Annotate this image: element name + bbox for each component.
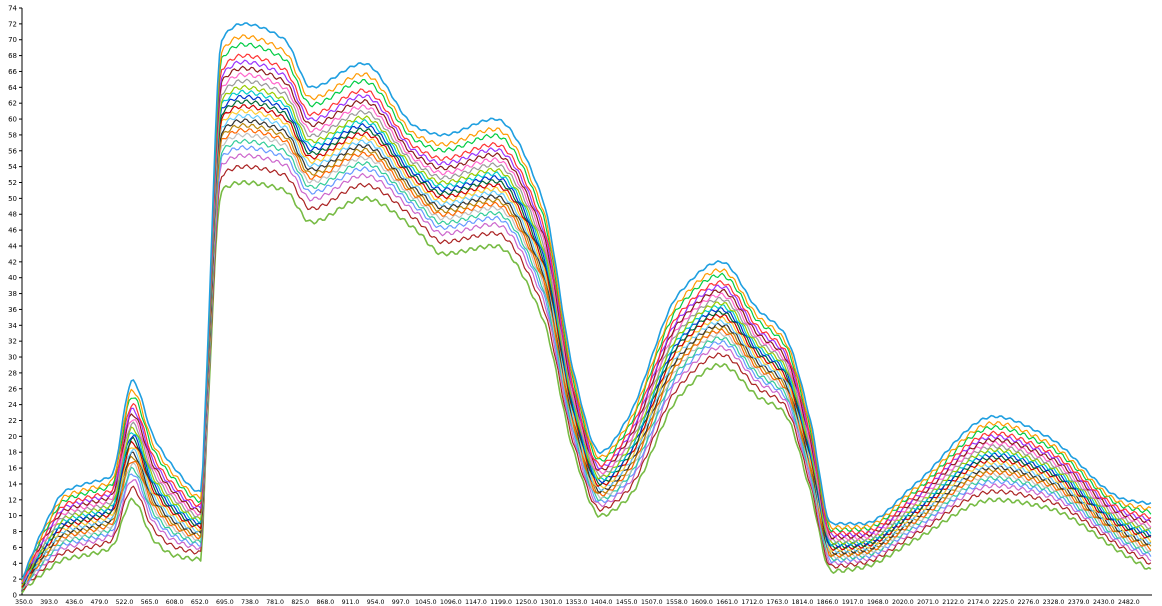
x-tick-label: 2328.0 <box>1043 599 1065 606</box>
y-tick-label: 2 <box>13 576 17 584</box>
series-line <box>21 113 1151 585</box>
x-tick-label: 479.0 <box>90 599 108 606</box>
series-line <box>21 65 1152 585</box>
x-tick-label: 608.0 <box>166 599 184 606</box>
y-tick-label: 26 <box>8 385 17 393</box>
x-tick-label: 1917.0 <box>842 599 864 606</box>
y-tick-label: 68 <box>8 52 17 60</box>
x-tick-label: 997.0 <box>392 599 410 606</box>
y-tick-label: 74 <box>8 5 17 13</box>
x-tick-label: 2174.0 <box>967 599 989 606</box>
x-tick-label: 1096.0 <box>440 599 462 606</box>
y-tick-label: 62 <box>8 100 17 108</box>
y-tick-label: 60 <box>8 116 17 124</box>
y-tick-label: 20 <box>8 433 17 441</box>
y-axis: 0246810121416182022242628303234363840424… <box>8 5 23 600</box>
x-tick-label: 652.0 <box>191 599 209 606</box>
y-tick-label: 56 <box>8 147 17 155</box>
y-tick-label: 34 <box>8 322 17 330</box>
x-tick-label: 1455.0 <box>616 599 638 606</box>
y-tick-label: 30 <box>8 354 17 362</box>
y-tick-label: 16 <box>8 465 17 473</box>
series-line <box>21 132 1152 587</box>
series-line <box>21 59 1152 584</box>
y-tick-label: 18 <box>8 449 17 457</box>
y-tick-label: 28 <box>8 369 17 377</box>
y-tick-label: 44 <box>8 242 17 250</box>
y-tick-label: 12 <box>8 496 17 504</box>
x-tick-label: 911.0 <box>342 599 360 606</box>
y-tick-label: 36 <box>8 306 17 314</box>
x-tick-label: 2225.0 <box>993 599 1015 606</box>
y-tick-label: 14 <box>8 480 17 488</box>
series-line <box>21 145 1152 590</box>
x-tick-label: 695.0 <box>216 599 234 606</box>
x-tick-label: 1609.0 <box>691 599 713 606</box>
x-tick-label: 1147.0 <box>465 599 487 606</box>
y-tick-label: 32 <box>8 338 17 346</box>
y-tick-label: 52 <box>8 179 17 187</box>
x-tick-label: 781.0 <box>266 599 284 606</box>
x-tick-label: 393.0 <box>40 599 58 606</box>
series-line <box>21 108 1152 586</box>
series-line <box>21 84 1151 586</box>
x-tick-label: 1661.0 <box>716 599 738 606</box>
y-tick-label: 54 <box>8 163 17 171</box>
x-tick-label: 2020.0 <box>892 599 914 606</box>
series-group <box>21 22 1152 594</box>
y-tick-label: 70 <box>8 36 17 44</box>
x-axis: 350.0 393.0 436.0 479.0 522.0 565.0 608.0 652.0… <box>15 594 1152 606</box>
x-tick-label: 2071.0 <box>917 599 939 606</box>
y-tick-label: 46 <box>8 227 17 235</box>
x-tick-label: 2276.0 <box>1018 599 1040 606</box>
y-tick-label: 22 <box>8 417 17 425</box>
x-tick-label: 1866.0 <box>817 599 839 606</box>
x-tick-label: 2482.0 <box>1118 599 1140 606</box>
x-tick-label: 1763.0 <box>767 599 789 606</box>
series-line <box>21 22 1152 580</box>
x-tick-label: 1507.0 <box>641 599 663 606</box>
y-tick-label: 38 <box>8 290 17 298</box>
x-tick-label: 436.0 <box>65 599 83 606</box>
x-tick-label: 738.0 <box>241 599 259 606</box>
x-tick-label: 1404.0 <box>591 599 613 606</box>
y-tick-label: 48 <box>8 211 17 219</box>
x-tick-label: 350.0 <box>15 599 33 606</box>
x-tick-label: 1814.0 <box>792 599 814 606</box>
x-tick-label: 2430.0 <box>1093 599 1115 606</box>
y-tick-label: 6 <box>13 544 18 552</box>
x-tick-label: 1558.0 <box>666 599 688 606</box>
x-tick-label: 1353.0 <box>566 599 588 606</box>
y-tick-label: 8 <box>13 528 17 536</box>
x-tick-label: 1712.0 <box>741 599 763 606</box>
x-tick-label: 1045.0 <box>415 599 437 606</box>
x-tick-label: 2122.0 <box>942 599 964 606</box>
y-tick-label: 42 <box>8 258 17 266</box>
x-tick-label: 868.0 <box>316 599 334 606</box>
x-tick-label: 1199.0 <box>490 599 512 606</box>
y-tick-label: 64 <box>8 84 17 92</box>
x-tick-label: 825.0 <box>291 599 309 606</box>
y-tick-label: 58 <box>8 131 17 139</box>
x-tick-label: 1250.0 <box>515 599 537 606</box>
x-tick-label: 565.0 <box>141 599 159 606</box>
y-tick-label: 0 <box>13 592 17 600</box>
y-tick-label: 24 <box>8 401 17 409</box>
series-line <box>21 104 1152 588</box>
y-tick-label: 50 <box>8 195 17 203</box>
x-tick-label: 1301.0 <box>541 599 563 606</box>
x-tick-label: 2379.0 <box>1068 599 1090 606</box>
x-tick-label: 522.0 <box>116 599 134 606</box>
y-tick-label: 72 <box>8 20 17 28</box>
y-tick-label: 4 <box>13 560 18 568</box>
series-line <box>21 78 1152 583</box>
x-tick-label: 954.0 <box>367 599 385 606</box>
y-tick-label: 66 <box>8 68 17 76</box>
y-tick-label: 40 <box>8 274 17 282</box>
y-tick-label: 10 <box>8 512 17 520</box>
x-tick-label: 1968.0 <box>867 599 889 606</box>
